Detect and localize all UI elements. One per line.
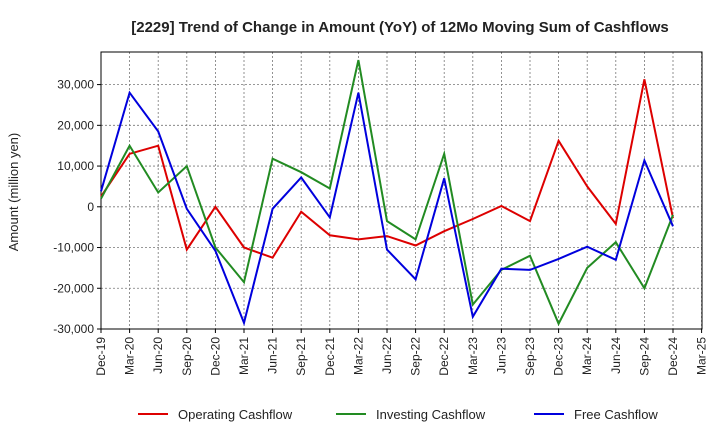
- y-tick-label: -10,000: [53, 241, 94, 255]
- series-lines: [100, 59, 674, 327]
- x-tick-label: Dec-21: [323, 337, 337, 376]
- x-tick-label: Sep-20: [180, 337, 194, 376]
- x-tick-label: Dec-24: [666, 337, 680, 376]
- y-tick-labels: -30,000 -20,000 -10,000 0 10,000 20,000 30,000: [53, 78, 94, 336]
- x-tick-label: Sep-22: [409, 337, 423, 376]
- legend: Operating Cashflow Investing Cashflow Free…: [138, 407, 658, 422]
- x-tick-label: Sep-21: [294, 337, 308, 376]
- legend-label: Operating Cashflow: [178, 407, 293, 422]
- y-tick-label: -30,000: [53, 322, 94, 336]
- x-tick-label: Mar-23: [466, 337, 480, 375]
- y-tick-label: 30,000: [57, 78, 94, 92]
- x-tick-label: Jun-23: [494, 337, 508, 374]
- y-tick-label: 20,000: [57, 118, 94, 132]
- plot-frame: [100, 51, 703, 330]
- series-line-operating-cashflow: [100, 79, 674, 259]
- y-tick-label: 10,000: [57, 159, 94, 173]
- x-tick-label: Sep-24: [637, 337, 651, 376]
- x-tick-label: Mar-22: [351, 337, 365, 375]
- grid-lines: [101, 52, 702, 330]
- x-tick-label: Dec-23: [552, 337, 566, 376]
- legend-label: Free Cashflow: [574, 407, 658, 422]
- x-tick-label: Jun-21: [266, 337, 280, 374]
- y-axis-label: Amount (million yen): [6, 133, 21, 252]
- chart-title: [2229] Trend of Change in Amount (YoY) o…: [131, 19, 669, 36]
- axes: [97, 51, 703, 333]
- x-tick-labels: Dec-19 Mar-20 Jun-20 Sep-20 Dec-20 Mar-21 Jun-…: [94, 337, 709, 376]
- x-tick-label: Jun-24: [609, 337, 623, 374]
- x-tick-label: Jun-22: [380, 337, 394, 374]
- x-tick-label: Dec-20: [208, 337, 222, 376]
- series-line-free-cashflow: [100, 90, 674, 327]
- legend-label: Investing Cashflow: [376, 407, 486, 422]
- y-tick-label: 0: [87, 200, 94, 214]
- x-tick-label: Mar-21: [237, 337, 251, 375]
- x-tick-label: Sep-23: [523, 337, 537, 376]
- x-tick-label: Mar-25: [695, 337, 709, 375]
- series-line-investing-cashflow: [100, 59, 674, 327]
- x-tick-label: Dec-19: [94, 337, 108, 376]
- y-tick-label: -20,000: [53, 281, 94, 295]
- x-tick-label: Dec-22: [437, 337, 451, 376]
- x-tick-label: Mar-24: [580, 337, 594, 375]
- x-tick-label: Mar-20: [123, 337, 137, 375]
- x-tick-label: Jun-20: [151, 337, 165, 374]
